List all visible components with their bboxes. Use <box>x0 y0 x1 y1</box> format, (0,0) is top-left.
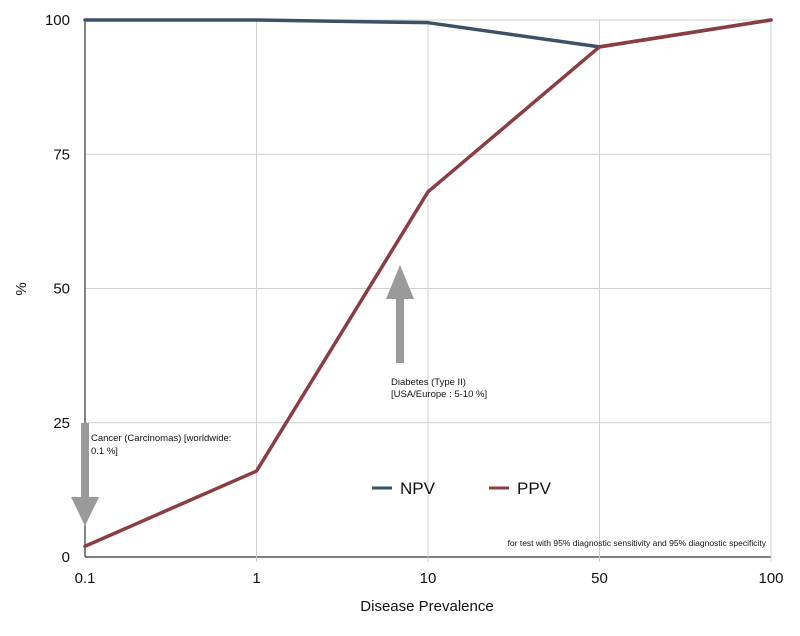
annotation-arrows <box>71 265 414 526</box>
y-axis-title: % <box>13 282 30 295</box>
x-tick-label: 100 <box>758 570 783 587</box>
footnote: for test with 95% diagnostic sensitivity… <box>508 538 767 548</box>
x-tick-label: 0.1 <box>75 570 96 587</box>
y-tick-label: 100 <box>45 12 70 29</box>
diabetes-arrow-up-icon <box>386 265 414 363</box>
x-axis-title: Disease Prevalence <box>360 598 493 615</box>
legend-npv-label: NPV <box>400 479 436 498</box>
y-tick-labels: 0 25 50 75 100 <box>45 12 70 566</box>
x-tick-labels: 0.1 1 10 50 100 <box>75 570 784 587</box>
x-tick-label: 10 <box>420 570 437 587</box>
y-tick-label: 75 <box>53 146 70 163</box>
y-tick-label: 50 <box>53 281 70 298</box>
diabetes-annotation-line-2: [USA/Europe : 5-10 %] <box>391 389 487 400</box>
legend-ppv-label: PPV <box>517 479 552 498</box>
grid <box>84 19 772 562</box>
diabetes-annotation-line-1: Diabetes (Type II) <box>391 377 466 388</box>
y-tick-label: 0 <box>62 549 70 566</box>
cancer-annotation-line-2: 0.1 %] <box>91 446 118 457</box>
series-lines <box>83 18 773 549</box>
legend: NPV PPV <box>372 479 552 498</box>
ppv-line <box>83 18 773 549</box>
cancer-annotation-line-1: Cancer (Carcinomas) [worldwide: <box>91 433 231 444</box>
x-tick-label: 1 <box>252 570 260 587</box>
cancer-arrow-down-icon <box>71 423 99 526</box>
x-tick-label: 50 <box>591 570 608 587</box>
y-tick-label: 25 <box>53 415 70 432</box>
